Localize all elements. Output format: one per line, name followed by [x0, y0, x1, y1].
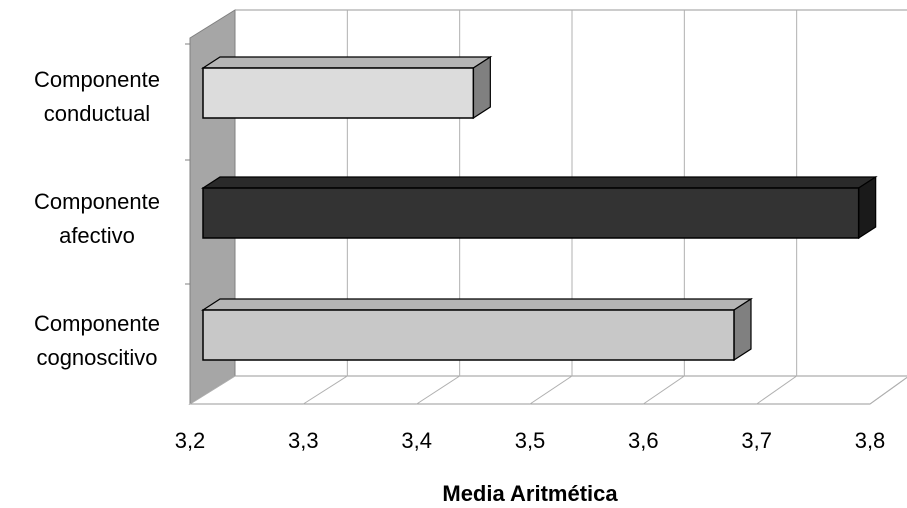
x-axis-title: Media Aritmética — [442, 481, 618, 506]
category-label-line: afectivo — [59, 223, 135, 248]
bar-end-face — [733, 297, 752, 362]
category-label: Componente cognoscitivo — [34, 311, 160, 370]
floor-gridline — [529, 375, 573, 405]
bar-end-face — [858, 175, 877, 240]
bar — [200, 175, 878, 240]
x-tick-label: 3,8 — [855, 428, 886, 453]
bar-end-face — [472, 55, 491, 120]
category-label-line: Componente — [34, 189, 160, 214]
bar-top-face — [200, 176, 878, 189]
bar-front-face — [202, 309, 735, 361]
floor-gridline — [189, 375, 236, 405]
x-tick-label: 3,7 — [741, 428, 772, 453]
bar — [200, 55, 493, 120]
bar-front-face — [202, 67, 475, 119]
bar-front-face — [202, 187, 860, 239]
x-tick-label: 3,2 — [175, 428, 206, 453]
floor-gridline — [303, 375, 348, 405]
floor-gridline — [756, 375, 797, 405]
category-label-line: conductual — [44, 101, 150, 126]
category-label-line: cognoscitivo — [36, 345, 157, 370]
floor-gridline — [869, 376, 907, 405]
bar-top-face — [200, 298, 754, 311]
floor — [188, 375, 907, 405]
x-tick-label: 3,6 — [628, 428, 659, 453]
x-tick-label: 3,5 — [515, 428, 546, 453]
x-tick-label: 3,4 — [401, 428, 432, 453]
bar-top-face — [200, 56, 493, 69]
x-tick-labels: 3,2 3,3 3,4 3,5 3,6 3,7 3,8 — [175, 428, 886, 453]
category-label-line: Componente — [34, 67, 160, 92]
floor-gridline — [643, 375, 685, 405]
category-label: Componente conductual — [34, 67, 160, 126]
floor-gridline — [416, 375, 460, 405]
category-label-line: Componente — [34, 311, 160, 336]
bars — [200, 55, 878, 362]
bar — [200, 297, 754, 362]
category-label: Componente afectivo — [34, 189, 160, 248]
x-tick-label: 3,3 — [288, 428, 319, 453]
